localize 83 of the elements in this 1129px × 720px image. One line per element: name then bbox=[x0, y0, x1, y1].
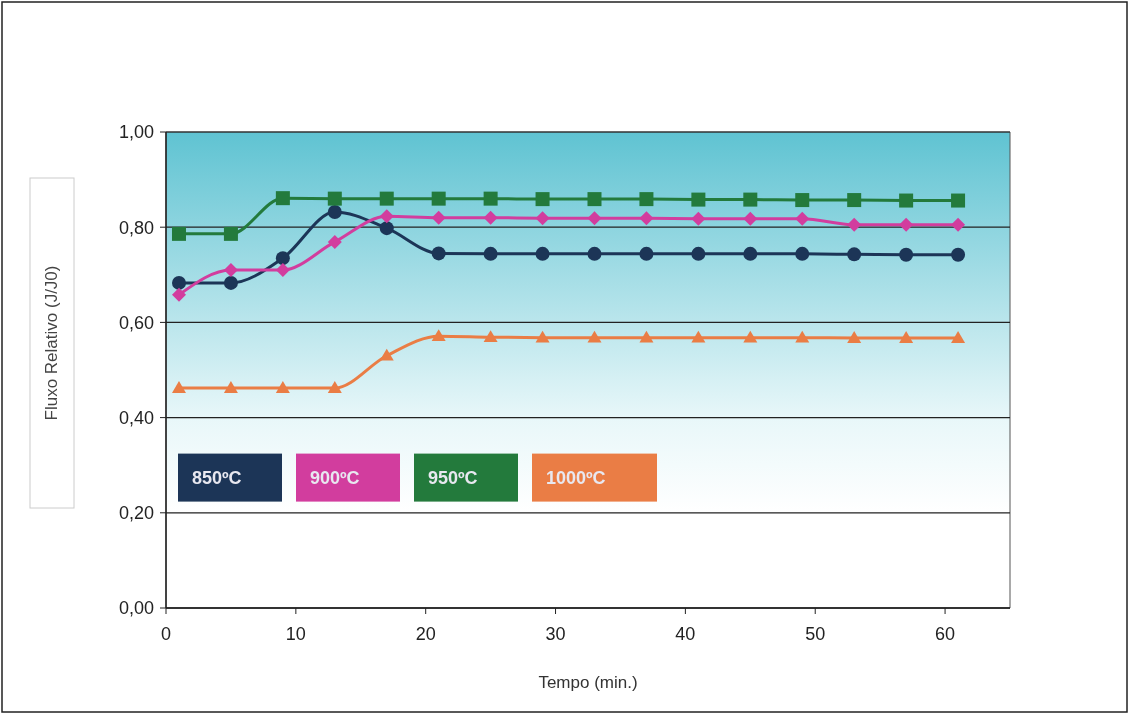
point bbox=[951, 217, 966, 232]
point bbox=[223, 381, 238, 393]
point bbox=[743, 192, 758, 207]
x-tick-label: 50 bbox=[805, 624, 826, 644]
y-axis-title: Fluxo Relativo (J/J0) bbox=[42, 265, 61, 421]
x-tick-label: 20 bbox=[415, 624, 436, 644]
point bbox=[587, 211, 602, 226]
text: 850ºC bbox=[192, 467, 242, 488]
point bbox=[379, 209, 394, 224]
x-tick-label: 10 bbox=[285, 624, 306, 644]
point bbox=[171, 275, 186, 290]
point bbox=[639, 330, 654, 343]
point bbox=[951, 193, 966, 208]
point bbox=[847, 217, 862, 232]
point bbox=[483, 210, 498, 225]
text: 900ºC bbox=[310, 467, 360, 488]
x-tick-label: 0 bbox=[160, 624, 172, 644]
x-tick-label: 40 bbox=[675, 624, 696, 644]
text: 1000ºC bbox=[546, 467, 606, 488]
point bbox=[379, 191, 394, 206]
point bbox=[899, 193, 914, 208]
point bbox=[639, 211, 654, 226]
point bbox=[743, 330, 758, 343]
point bbox=[639, 246, 654, 261]
point bbox=[327, 204, 342, 219]
point bbox=[483, 246, 498, 261]
point bbox=[691, 211, 706, 226]
point bbox=[431, 191, 446, 206]
point bbox=[899, 217, 914, 232]
point bbox=[795, 193, 810, 208]
y-tick-label: 0,00 bbox=[118, 598, 154, 619]
x-tick-label: 30 bbox=[545, 624, 566, 644]
point bbox=[847, 247, 862, 262]
point bbox=[379, 221, 394, 236]
y-tick-label: 1,00 bbox=[118, 122, 154, 143]
point bbox=[171, 381, 186, 393]
point bbox=[847, 193, 862, 208]
point bbox=[691, 192, 706, 207]
point bbox=[587, 246, 602, 261]
x-tick-label: 60 bbox=[935, 624, 956, 644]
point bbox=[691, 246, 706, 261]
point bbox=[795, 330, 810, 343]
point bbox=[327, 234, 342, 249]
point bbox=[639, 192, 654, 207]
point bbox=[587, 192, 602, 207]
point bbox=[483, 330, 498, 343]
y-tick-label: 0,80 bbox=[118, 217, 154, 238]
point bbox=[223, 275, 238, 290]
point bbox=[795, 246, 810, 261]
point bbox=[327, 381, 342, 393]
point bbox=[691, 330, 706, 343]
point bbox=[535, 330, 550, 343]
point bbox=[275, 251, 290, 266]
y-tick-label: 0,40 bbox=[118, 407, 154, 428]
x-axis-title: Tempo (min.) bbox=[538, 673, 638, 692]
point bbox=[431, 210, 446, 225]
point bbox=[223, 263, 238, 278]
point bbox=[847, 331, 862, 344]
point bbox=[275, 191, 290, 206]
y-tick-label: 0,60 bbox=[118, 312, 154, 333]
point bbox=[171, 226, 186, 241]
point bbox=[743, 246, 758, 261]
point bbox=[431, 246, 446, 261]
point bbox=[951, 247, 966, 262]
point bbox=[483, 191, 498, 206]
point bbox=[587, 330, 602, 343]
point bbox=[535, 192, 550, 207]
point bbox=[535, 211, 550, 226]
point bbox=[327, 191, 342, 206]
point bbox=[899, 247, 914, 262]
point bbox=[171, 287, 186, 302]
point bbox=[899, 331, 914, 344]
y-tick-label: 0,20 bbox=[118, 503, 154, 524]
point bbox=[275, 263, 290, 278]
point bbox=[379, 348, 394, 361]
point bbox=[223, 226, 238, 241]
text: 950ºC bbox=[428, 467, 478, 488]
point bbox=[535, 246, 550, 261]
point bbox=[951, 331, 966, 344]
point bbox=[275, 381, 290, 393]
point bbox=[795, 211, 810, 226]
point bbox=[431, 329, 446, 342]
point bbox=[743, 211, 758, 226]
